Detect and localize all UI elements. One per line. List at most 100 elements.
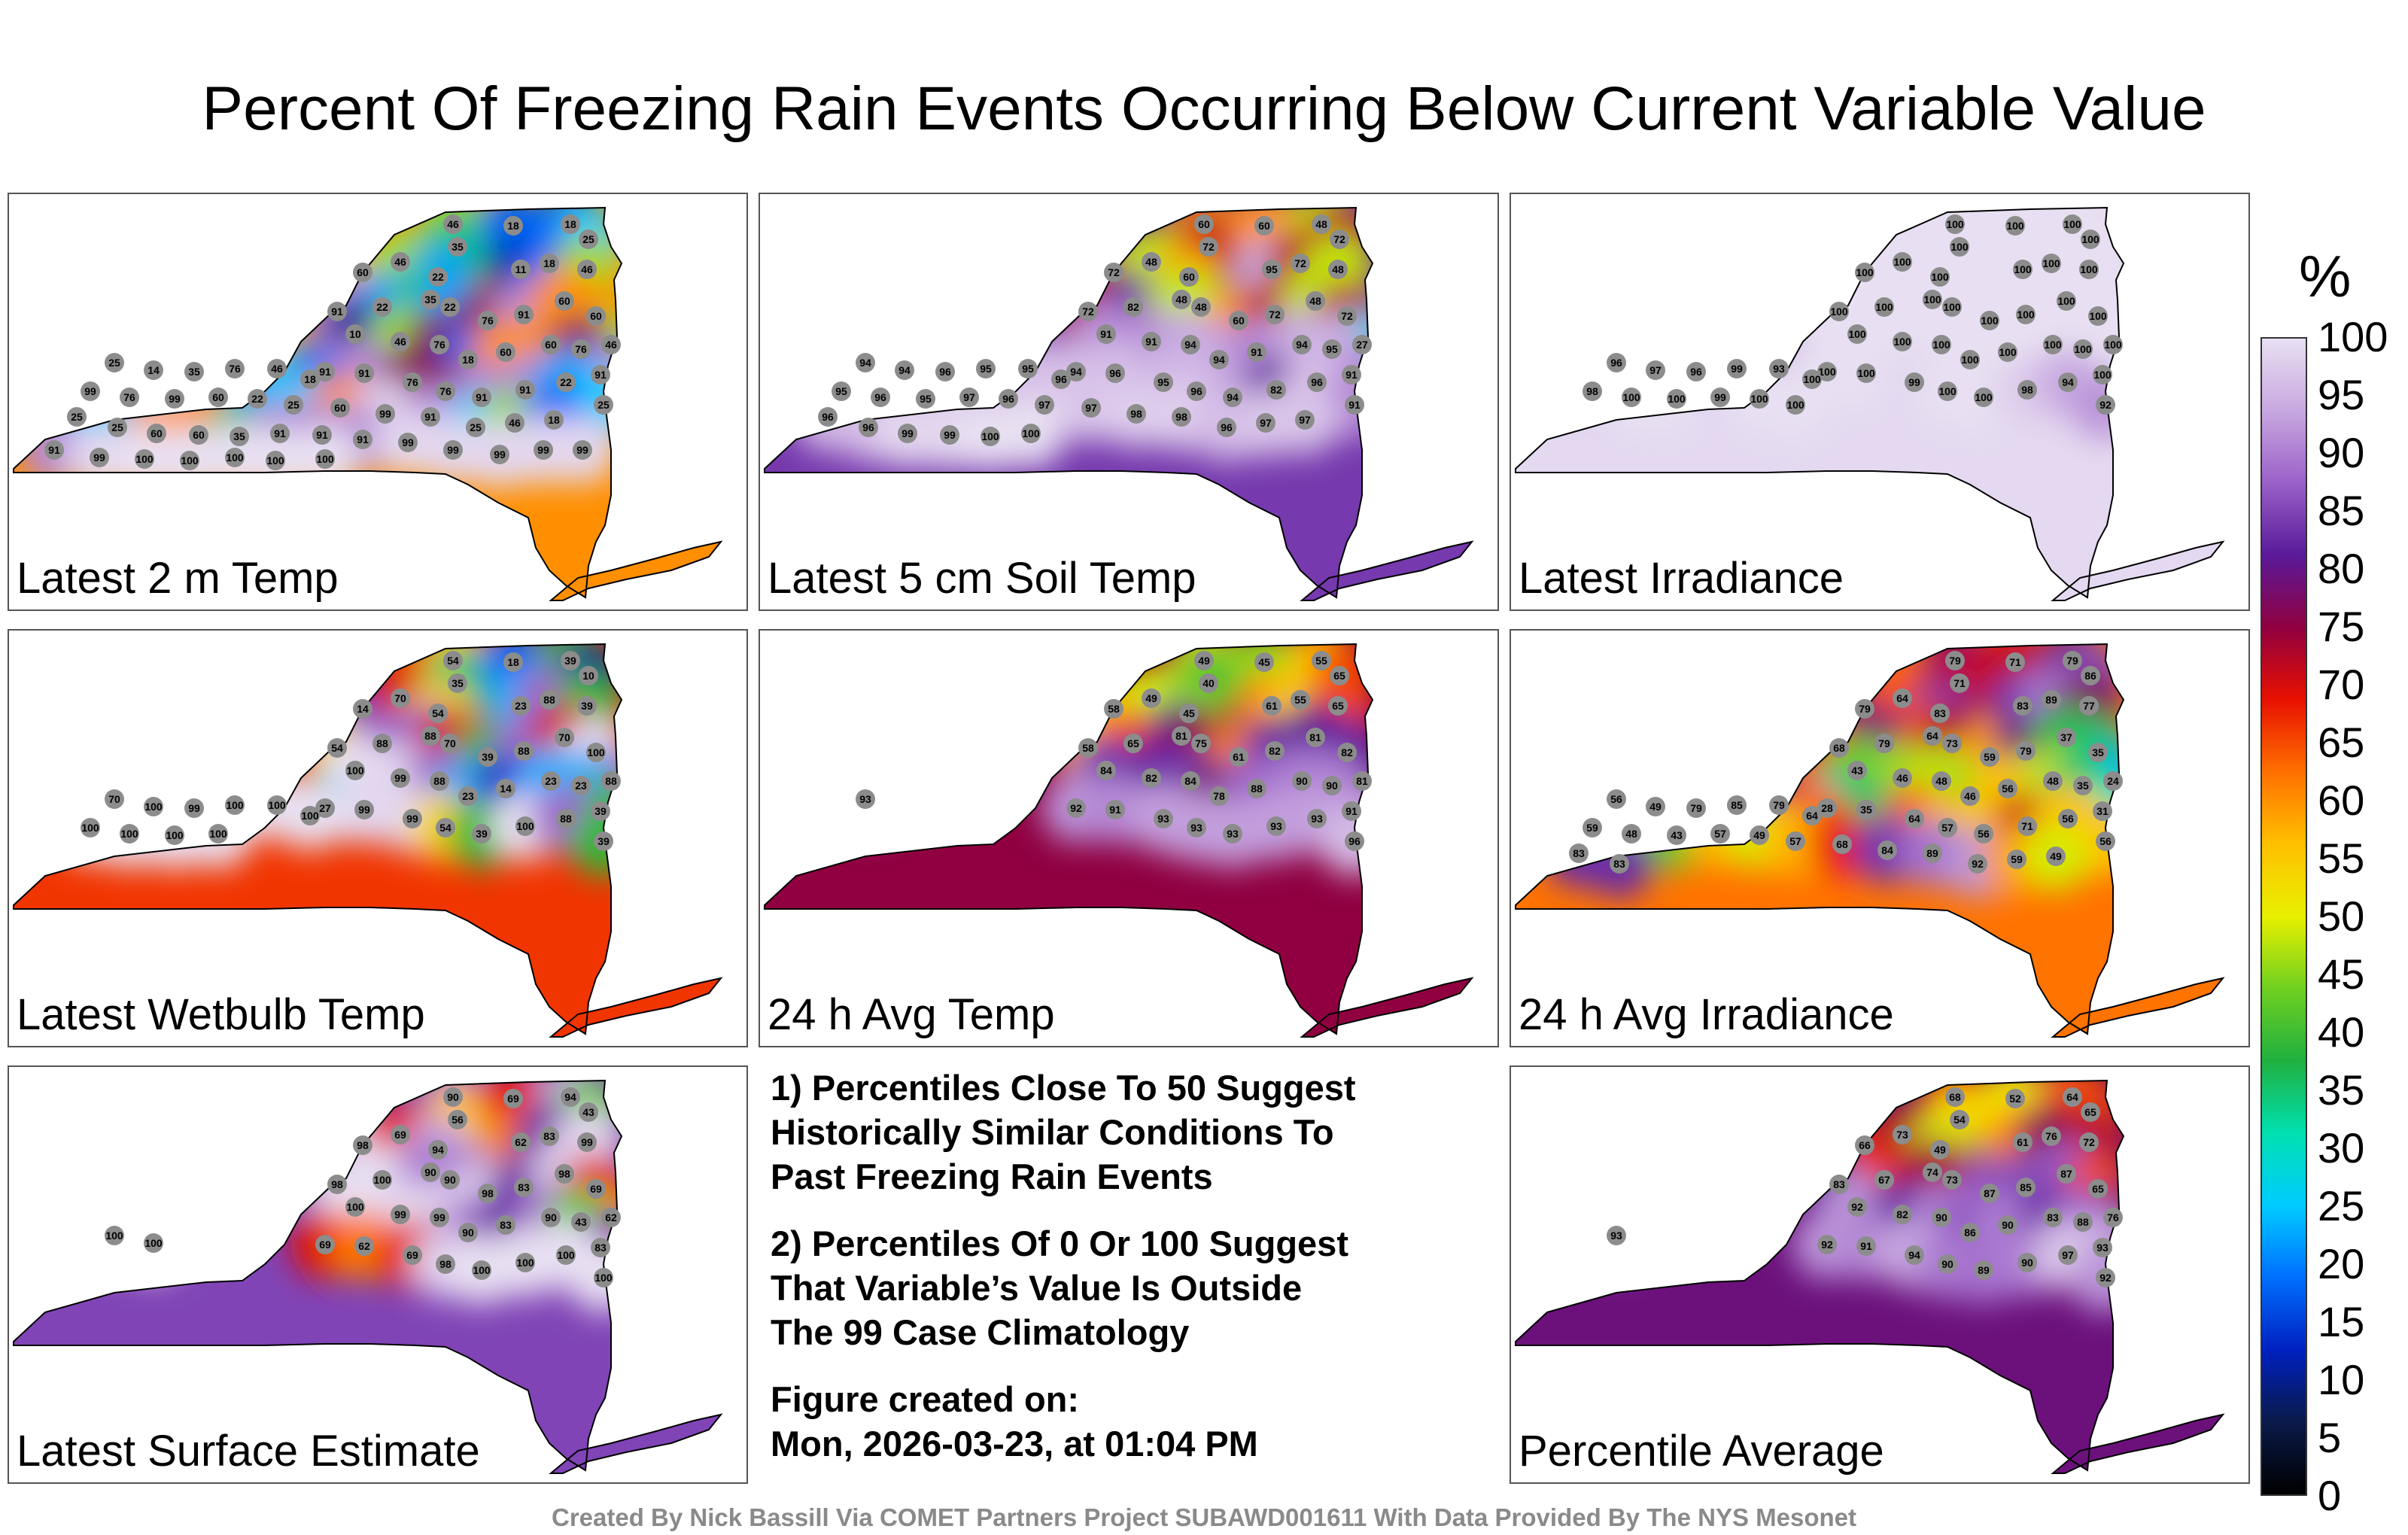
station-value: 100 <box>1931 271 1949 283</box>
colorbar-tick-35: 35 <box>2318 1066 2365 1114</box>
station-value: 61 <box>2017 1136 2029 1148</box>
station-marker <box>428 704 448 723</box>
station-marker <box>1930 1140 1950 1160</box>
station-value: 18 <box>507 656 519 668</box>
station-marker <box>430 1208 449 1227</box>
station-value: 18 <box>543 257 555 269</box>
station-value: 76 <box>2107 1211 2119 1223</box>
station-value: 83 <box>1573 847 1585 859</box>
station-value: 81 <box>1309 731 1321 743</box>
station-marker <box>1342 365 1361 385</box>
station-value: 95 <box>920 393 932 405</box>
station-marker <box>2058 372 2078 392</box>
station-value: 48 <box>1625 828 1637 840</box>
station-value: 99 <box>537 444 549 456</box>
station-value: 94 <box>1070 366 1082 378</box>
station-value: 96 <box>939 366 951 378</box>
station-value: 35 <box>424 293 436 305</box>
colorbar-tick-15: 15 <box>2318 1298 2365 1345</box>
station-value: 91 <box>1345 369 1358 381</box>
panel-latest-5cm-soil-temp: 60 72 60 48 72 72 48 60 95 72 48 72 82 48 48 60 72 48 72 27… <box>759 193 1499 611</box>
station-marker <box>1932 1208 1951 1227</box>
station-marker <box>1942 1170 1962 1190</box>
station-marker <box>270 424 290 443</box>
colorbar-tick-90: 90 <box>2318 429 2365 476</box>
station-marker <box>1646 797 1665 816</box>
colorbar-tick-80: 80 <box>2318 545 2365 592</box>
station-value: 90 <box>444 1174 456 1186</box>
station-marker <box>1291 254 1310 273</box>
station-value: 97 <box>1649 364 1662 376</box>
station-marker <box>1874 297 1894 317</box>
station-value: 48 <box>2047 775 2059 787</box>
station-value: 57 <box>1941 822 1953 834</box>
station-marker <box>375 404 395 424</box>
station-marker <box>443 651 463 670</box>
station-value: 82 <box>1341 746 1353 758</box>
station-marker <box>372 297 392 317</box>
station-value: 76 <box>123 391 135 403</box>
station-value: 65 <box>1127 737 1139 749</box>
station-marker <box>1328 696 1348 716</box>
station-value: 91 <box>331 305 343 318</box>
station-marker <box>1154 809 1173 828</box>
station-value: 90 <box>1941 1258 1953 1270</box>
station-value: 76 <box>439 385 451 397</box>
station-marker <box>1330 666 1349 685</box>
station-marker <box>1622 824 1641 843</box>
station-value: 100 <box>166 829 184 841</box>
station-marker <box>1802 369 1822 389</box>
station-value: 72 <box>1341 310 1353 322</box>
station-value: 100 <box>1893 256 1911 268</box>
station-value: 64 <box>1908 813 1920 825</box>
station-marker <box>266 451 285 470</box>
station-marker <box>503 652 523 672</box>
colorbar-tick-85: 85 <box>2318 487 2365 534</box>
station-marker <box>2007 850 2026 869</box>
station-value: 96 <box>1002 393 1014 405</box>
station-value: 99 <box>901 427 914 439</box>
station-marker <box>1974 1260 1993 1280</box>
field-fill <box>1516 644 2223 1037</box>
station-marker <box>421 290 440 309</box>
station-value: 54 <box>432 707 444 719</box>
station-value: 48 <box>1309 295 1321 307</box>
station-value: 88 <box>433 775 445 787</box>
station-value: 100 <box>1786 399 1804 411</box>
station-value: 100 <box>1938 385 1956 397</box>
colorbar-tick-45: 45 <box>2318 950 2365 998</box>
station-marker <box>67 407 87 427</box>
station-marker <box>1855 699 1874 719</box>
station-marker <box>327 1175 347 1194</box>
station-marker <box>1123 734 1143 753</box>
station-value: 99 <box>169 393 181 405</box>
colorbar-tick-60: 60 <box>2318 777 2365 824</box>
station-marker <box>1254 652 1274 672</box>
station-marker <box>478 311 497 330</box>
station-marker <box>105 353 124 372</box>
station-value: 23 <box>575 780 587 792</box>
station-marker <box>1817 362 1837 381</box>
station-value: 99 <box>84 385 96 397</box>
station-marker <box>1945 1087 1965 1107</box>
station-marker <box>1337 306 1357 326</box>
station-value: 100 <box>1950 241 1969 253</box>
station-marker <box>315 1235 335 1254</box>
station-marker <box>1172 726 1191 746</box>
station-marker <box>556 1245 576 1265</box>
station-marker <box>1265 741 1285 761</box>
station-marker <box>1829 738 1849 758</box>
station-marker <box>478 1184 497 1203</box>
station-marker <box>916 389 935 409</box>
station-value: 100 <box>268 799 286 811</box>
station-marker <box>503 216 523 236</box>
station-marker <box>267 795 287 815</box>
station-marker <box>601 335 621 354</box>
station-marker <box>225 448 245 467</box>
station-marker <box>1923 290 1942 309</box>
station-value: 83 <box>543 1130 555 1142</box>
station-value: 99 <box>433 1211 445 1223</box>
station-value: 94 <box>1908 1249 1920 1261</box>
station-value: 25 <box>287 399 299 411</box>
